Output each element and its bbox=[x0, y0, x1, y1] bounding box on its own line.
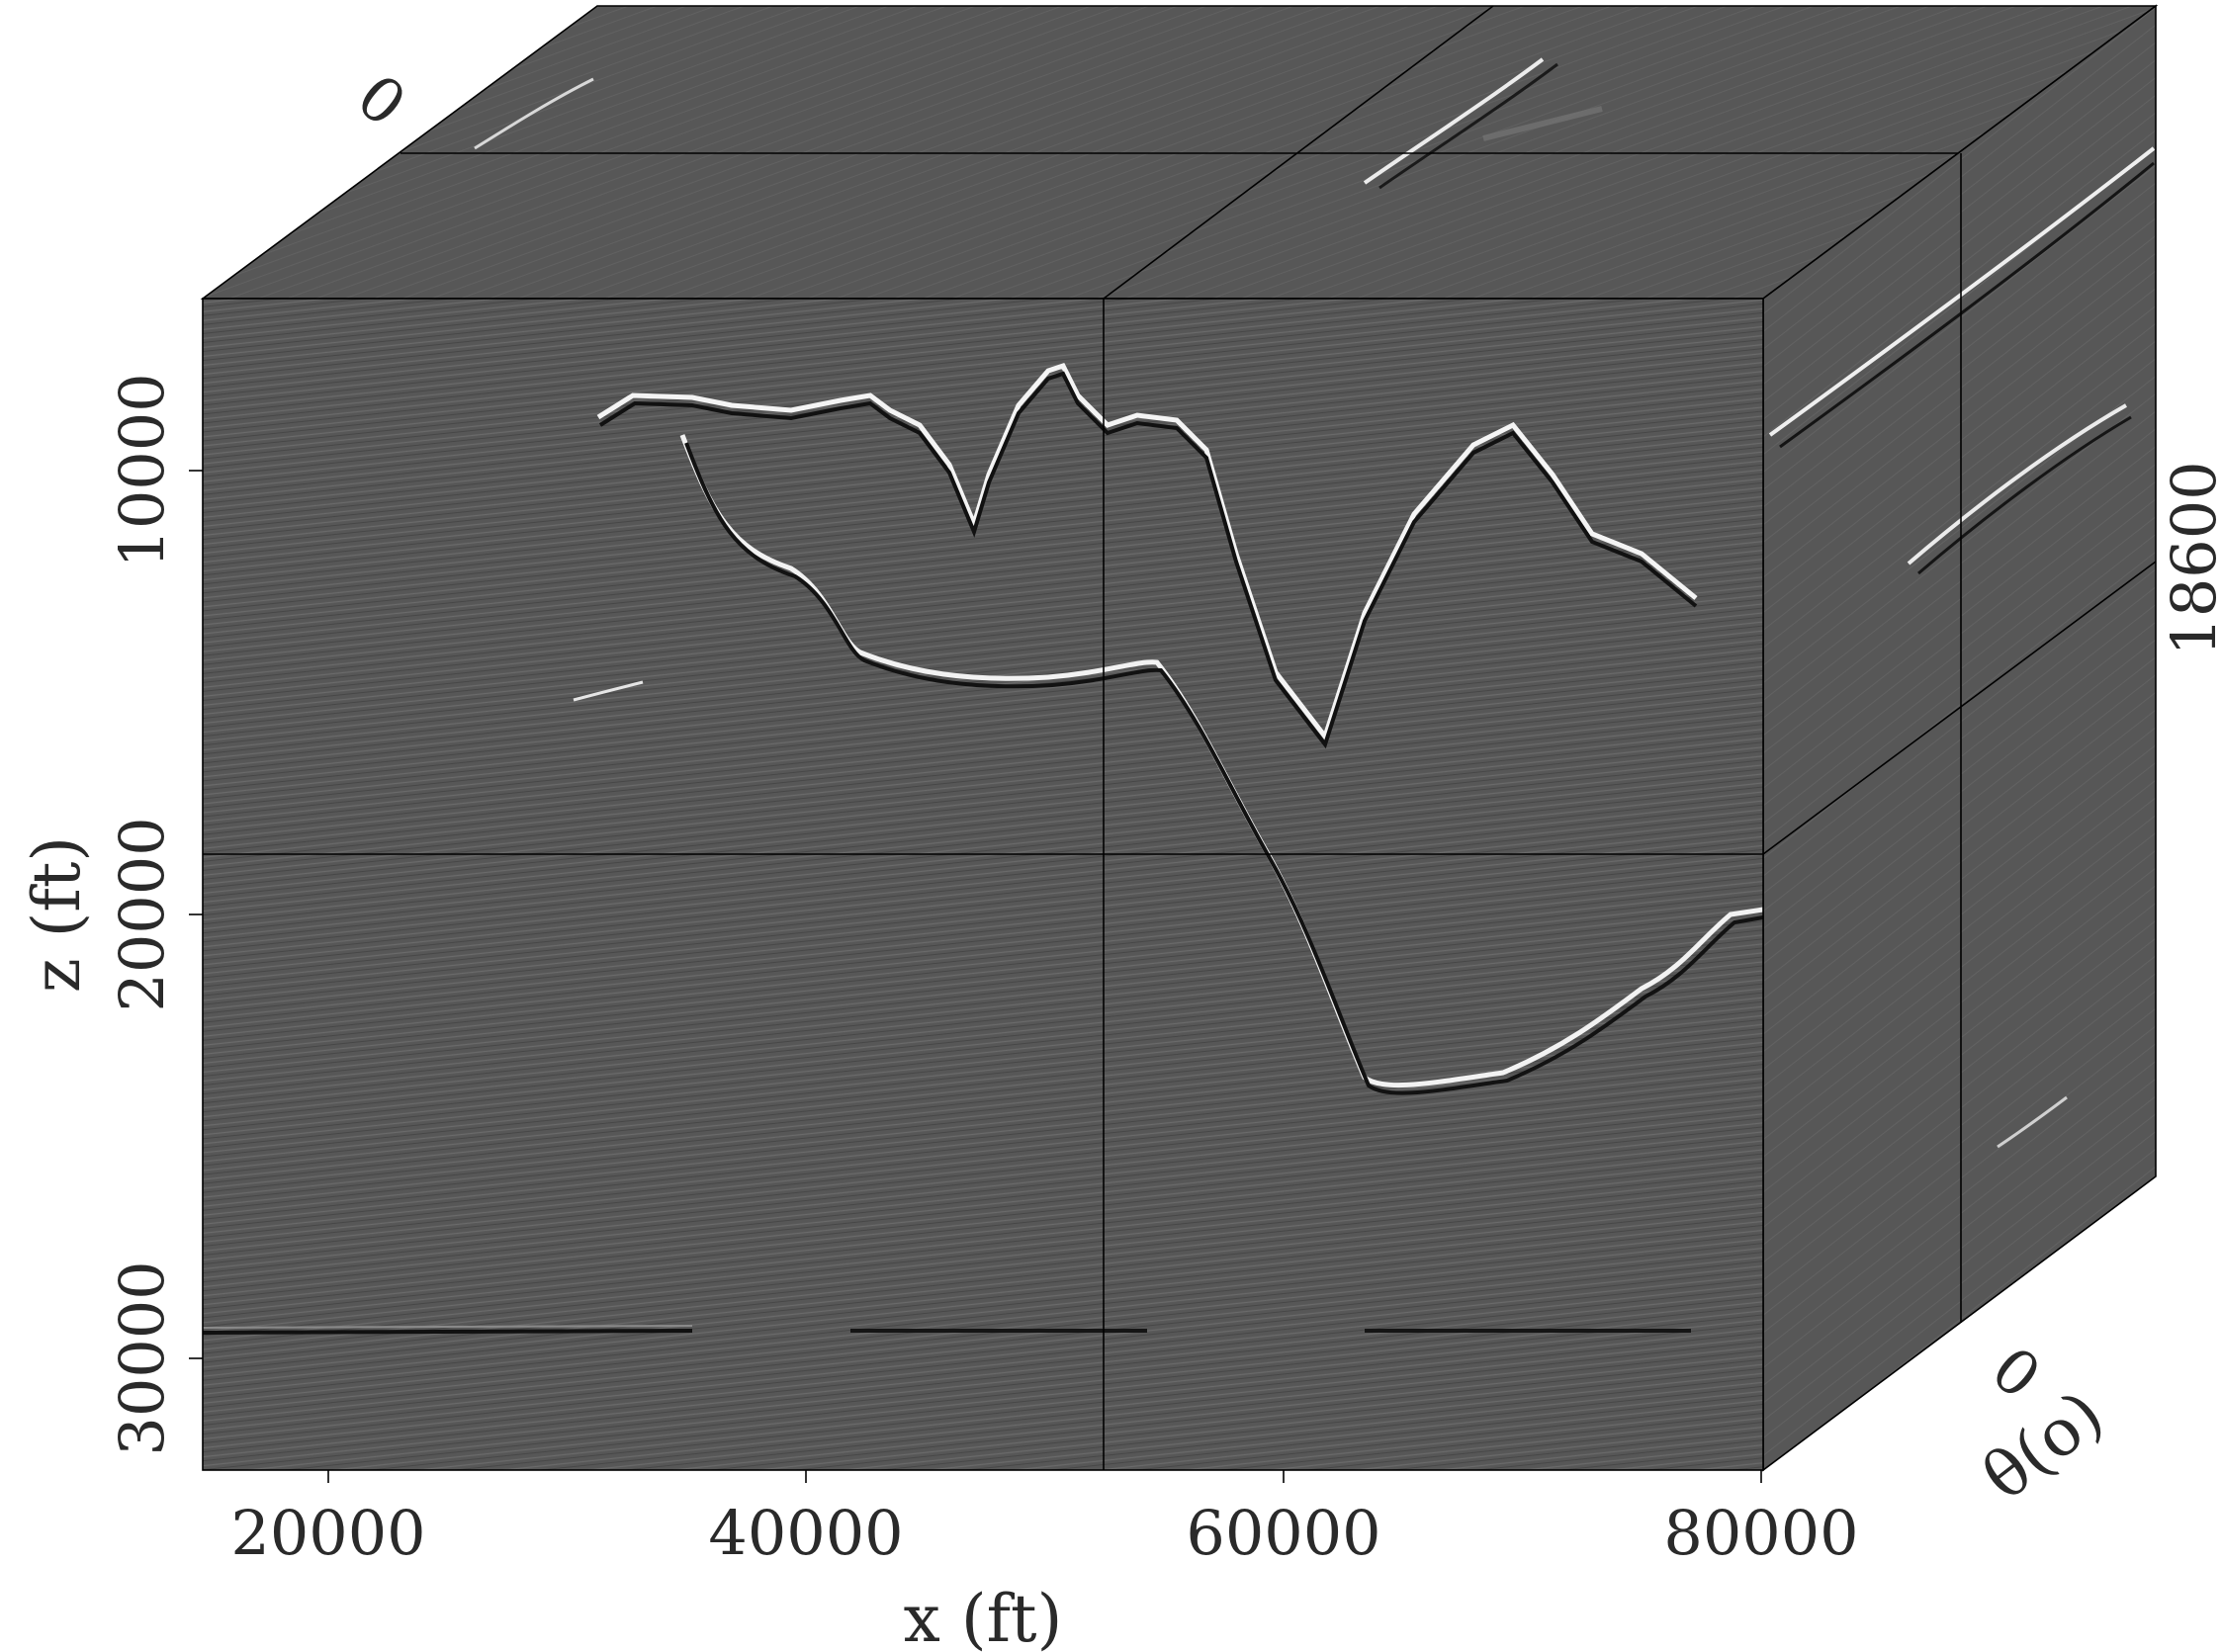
front-face bbox=[202, 298, 1764, 1471]
z-axis-title: z (ft) bbox=[19, 836, 95, 993]
depth-slice-tick-label: 18600 bbox=[2158, 461, 2222, 655]
top-angle-tick-label: 0 bbox=[343, 60, 419, 140]
x-tick-label: 20000 bbox=[230, 1497, 425, 1569]
z-tick-label: 10000 bbox=[106, 373, 178, 567]
x-tick-label: 80000 bbox=[1663, 1497, 1858, 1569]
z-tick-label: 20000 bbox=[106, 817, 178, 1011]
side-face bbox=[1762, 4, 2157, 1472]
z-tick-label: 30000 bbox=[106, 1261, 178, 1455]
x-axis: 20000 40000 60000 80000 x (ft) bbox=[230, 1470, 1859, 1652]
x-tick-label: 60000 bbox=[1186, 1497, 1380, 1569]
side-axis: 18600 0 θ(o) 0 bbox=[343, 60, 2222, 1516]
x-axis-title: x (ft) bbox=[904, 1581, 1063, 1652]
x-tick-label: 40000 bbox=[708, 1497, 903, 1569]
salt-top-reflector bbox=[596, 362, 1698, 742]
z-axis: 10000 20000 30000 z (ft) bbox=[19, 373, 203, 1456]
